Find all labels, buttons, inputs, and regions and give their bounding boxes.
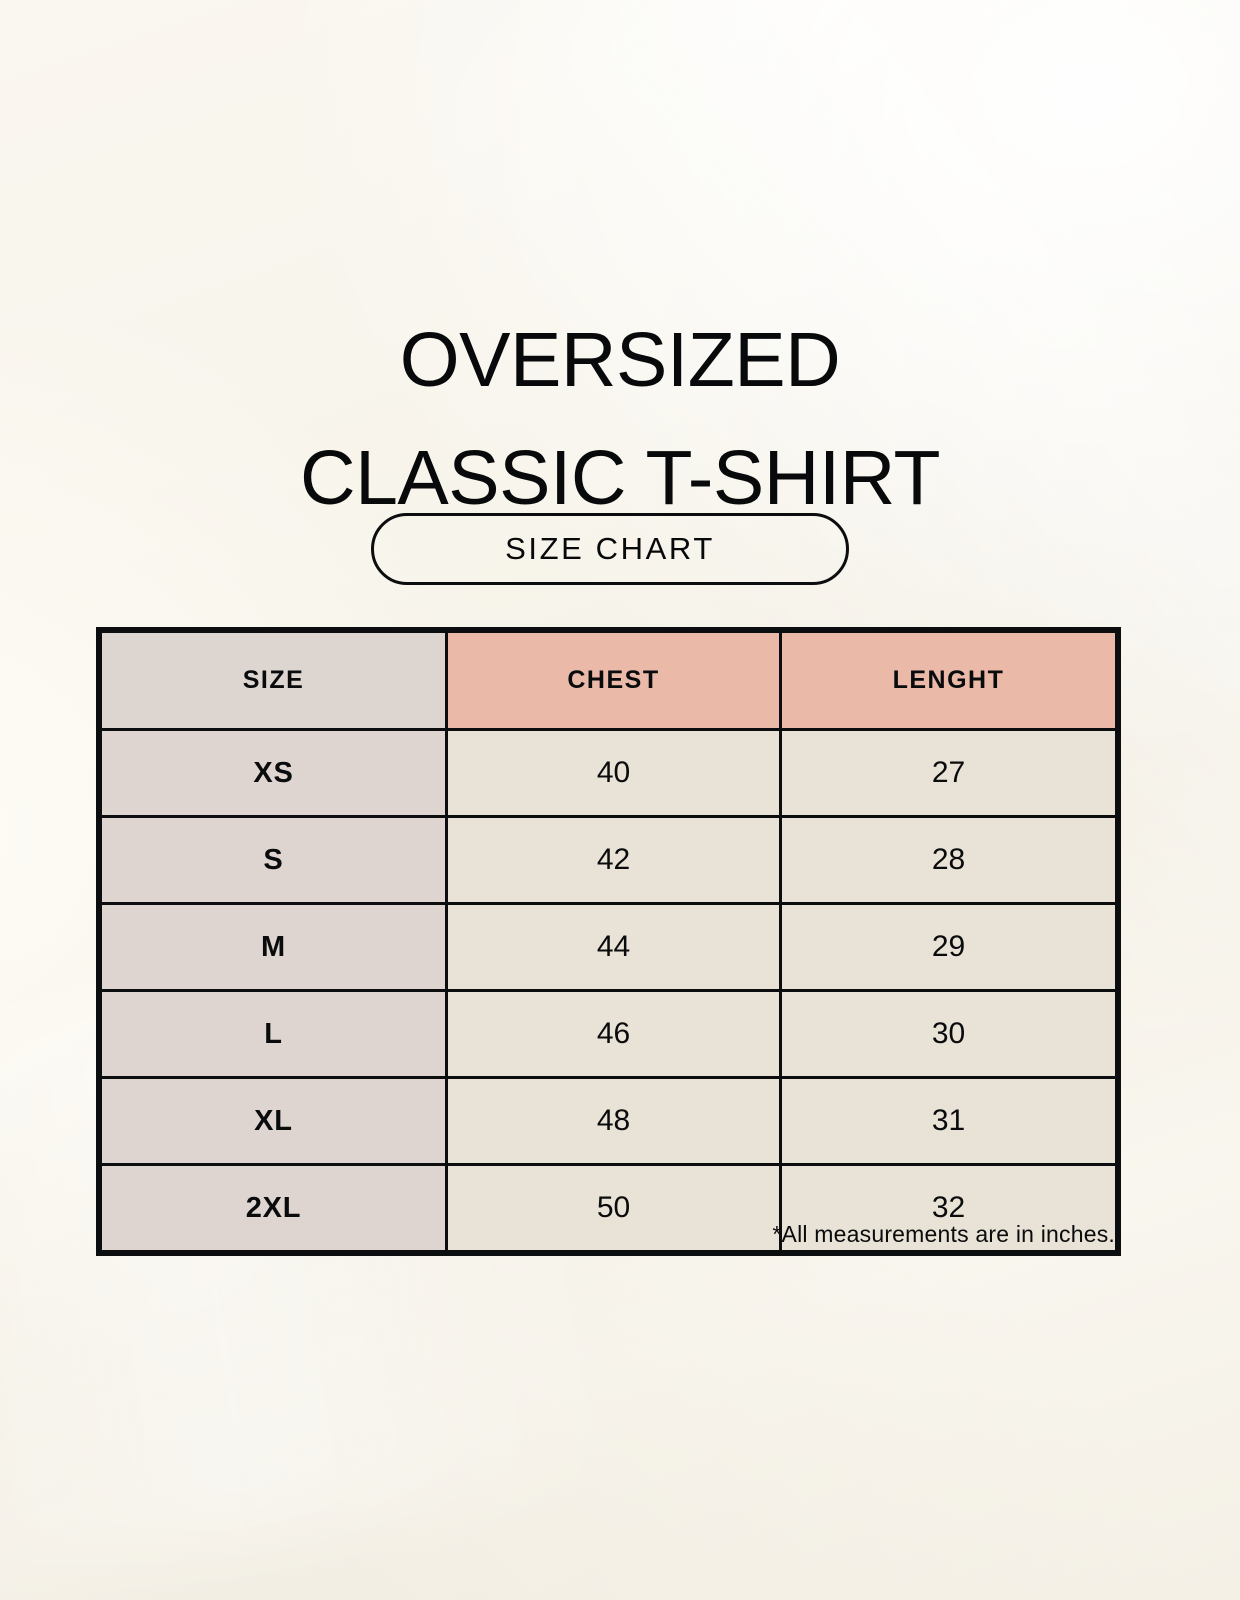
cell-length: 29 bbox=[779, 902, 1118, 992]
cell-chest: 42 bbox=[445, 815, 782, 905]
size-chart-badge: SIZE CHART bbox=[371, 513, 849, 585]
cell-size: M bbox=[99, 902, 448, 992]
table-row: L 46 30 bbox=[99, 989, 1118, 1079]
column-header-length: LENGHT bbox=[779, 630, 1118, 731]
cell-chest: 44 bbox=[445, 902, 782, 992]
table-row: XL 48 31 bbox=[99, 1076, 1118, 1166]
column-header-size: SIZE bbox=[99, 630, 448, 731]
cell-length: 27 bbox=[779, 728, 1118, 818]
cell-chest: 50 bbox=[445, 1163, 782, 1253]
cell-size: L bbox=[99, 989, 448, 1079]
cell-length: 28 bbox=[779, 815, 1118, 905]
table-header-row: SIZE CHEST LENGHT bbox=[99, 630, 1118, 731]
size-chart-badge-label: SIZE CHART bbox=[505, 531, 715, 566]
cell-chest: 46 bbox=[445, 989, 782, 1079]
table-row: 2XL 50 32 bbox=[99, 1163, 1118, 1253]
cell-length: 32 bbox=[779, 1163, 1118, 1253]
cell-size: XL bbox=[99, 1076, 448, 1166]
table-header: SIZE CHEST LENGHT bbox=[99, 630, 1118, 731]
table-row: XS 40 27 bbox=[99, 728, 1118, 818]
cell-length: 31 bbox=[779, 1076, 1118, 1166]
column-header-chest: CHEST bbox=[445, 630, 782, 731]
measurement-units-note: *All measurements are in inches. bbox=[772, 1221, 1115, 1247]
size-chart-table: SIZE CHEST LENGHT XS 40 27 S 42 28 M 44 … bbox=[99, 630, 1118, 1253]
cell-size: S bbox=[99, 815, 448, 905]
page-title: OVERSIZED CLASSIC T-SHIRT bbox=[0, 317, 1240, 521]
title-line-secondary: CLASSIC T-SHIRT bbox=[299, 435, 941, 521]
table-row: S 42 28 bbox=[99, 815, 1118, 905]
title-line-primary: OVERSIZED bbox=[399, 317, 841, 403]
cell-chest: 40 bbox=[445, 728, 782, 818]
cell-size: XS bbox=[99, 728, 448, 818]
cell-size: 2XL bbox=[99, 1163, 448, 1253]
table-body: XS 40 27 S 42 28 M 44 29 L 46 30 XL 48 bbox=[99, 728, 1118, 1253]
table-row: M 44 29 bbox=[99, 902, 1118, 992]
cell-chest: 48 bbox=[445, 1076, 782, 1166]
cell-length: 30 bbox=[779, 989, 1118, 1079]
